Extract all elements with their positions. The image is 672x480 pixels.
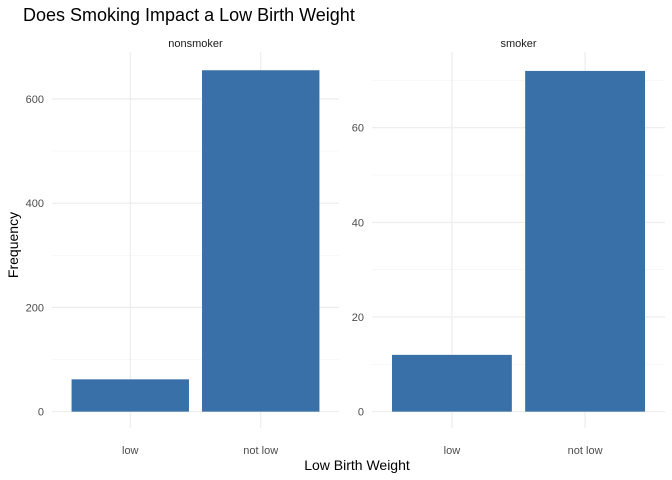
facet-strip-label: nonsmoker [168, 38, 223, 50]
bar-not-low [525, 70, 646, 412]
y-axis-title: Frequency [5, 212, 21, 278]
bar-low [71, 379, 189, 412]
facet-panels: 0 200 400 600 low not low nonsmoker 0 20 40 60 low n… [26, 38, 665, 457]
x-tick-label: not low [568, 445, 603, 457]
y-tick-label: 200 [26, 302, 44, 314]
x-tick-label: low [122, 445, 139, 457]
y-tick-label: 0 [358, 407, 364, 419]
chart-title: Does Smoking Impact a Low Birth Weight [23, 5, 355, 25]
y-tick-label: 600 [26, 94, 44, 106]
x-tick-label: not low [243, 445, 278, 457]
x-axis-title: Low Birth Weight [304, 457, 410, 473]
facet-strip-label: smoker [500, 38, 536, 50]
y-tick-label: 60 [352, 123, 364, 135]
y-tick-label: 0 [38, 407, 44, 419]
y-tick-label: 40 [352, 217, 364, 229]
x-tick-label: low [444, 445, 461, 457]
facet-panel-2: 0 20 40 60 low not low smoker [352, 38, 665, 457]
facet-panel-1: 0 200 400 600 low not low nonsmoker [26, 38, 339, 457]
bar-not-low [202, 70, 320, 412]
y-tick-label: 400 [26, 198, 44, 210]
y-tick-label: 20 [352, 312, 364, 324]
bar-low [391, 354, 512, 412]
